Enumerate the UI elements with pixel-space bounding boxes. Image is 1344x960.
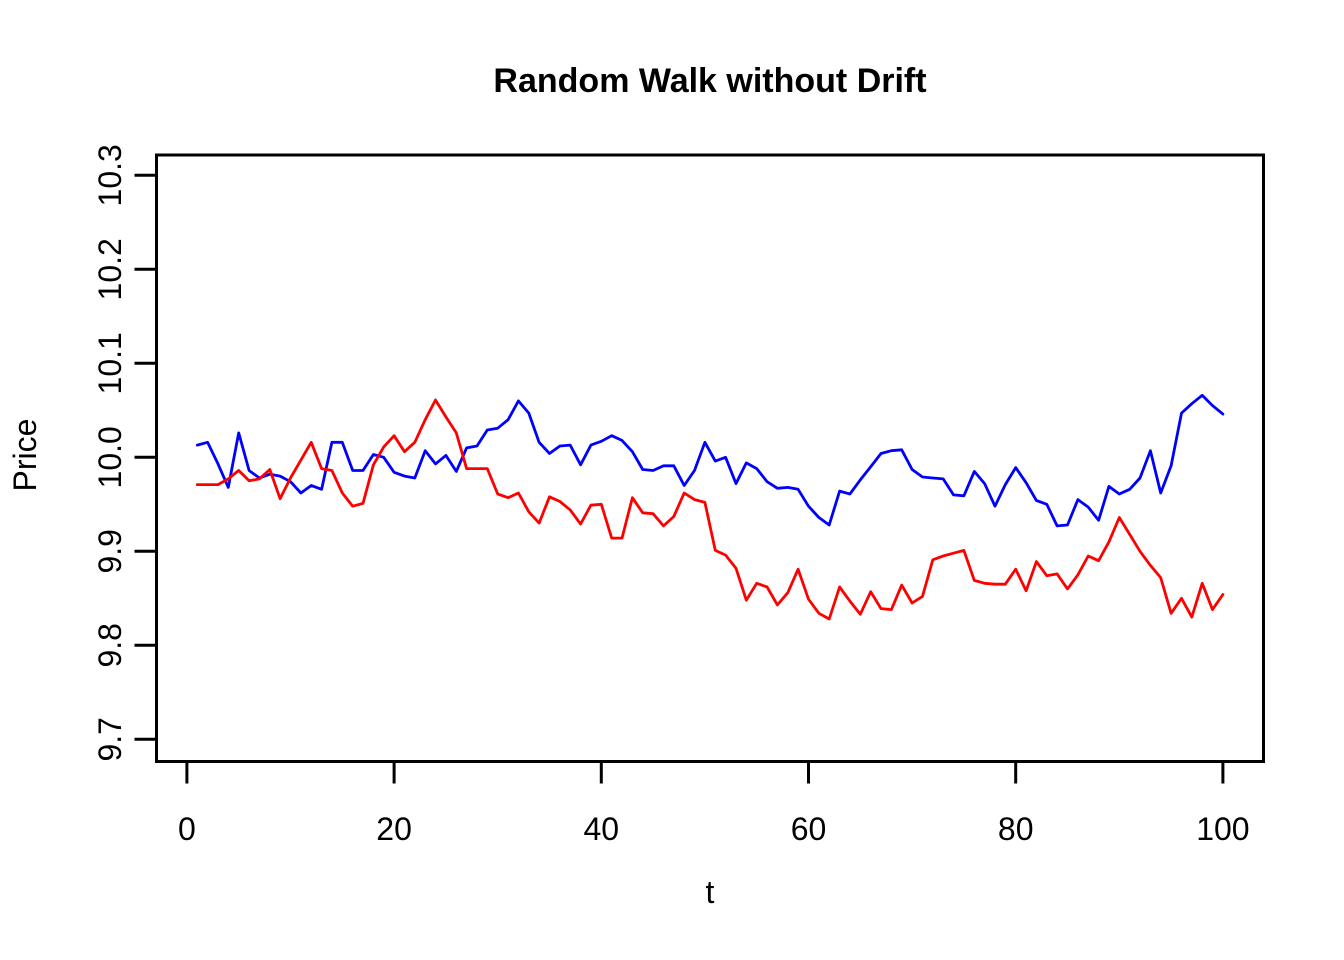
y-tick-label: 10.1 — [92, 332, 128, 394]
x-tick-label: 40 — [584, 811, 620, 847]
x-axis-label: t — [706, 874, 715, 910]
chart-title: Random Walk without Drift — [493, 62, 926, 100]
series-line-random-walk-blue — [195, 393, 1225, 528]
x-tick-label: 0 — [178, 811, 196, 847]
x-tick-label: 60 — [791, 811, 827, 847]
y-tick-label: 9.9 — [92, 529, 128, 573]
y-tick-label: 10.0 — [92, 426, 128, 488]
y-tick-label: 9.8 — [92, 623, 128, 667]
plot-border — [155, 153, 1265, 763]
x-tick-label: 80 — [998, 811, 1034, 847]
y-axis-label: Price — [7, 419, 43, 492]
y-tick-label: 9.7 — [92, 717, 128, 761]
y-tick-label: 10.2 — [92, 238, 128, 300]
y-tick-label: 10.3 — [92, 144, 128, 206]
y-axis-ticks: 9.7 9.8 9.9 10.0 10.1 10.2 10.3 — [92, 144, 157, 762]
series-lines — [195, 393, 1225, 621]
x-tick-label: 20 — [376, 811, 412, 847]
series-line-random-walk-red — [195, 398, 1225, 621]
x-axis-ticks: 0 20 40 60 80 100 — [178, 761, 1250, 847]
x-tick-label: 100 — [1196, 811, 1249, 847]
